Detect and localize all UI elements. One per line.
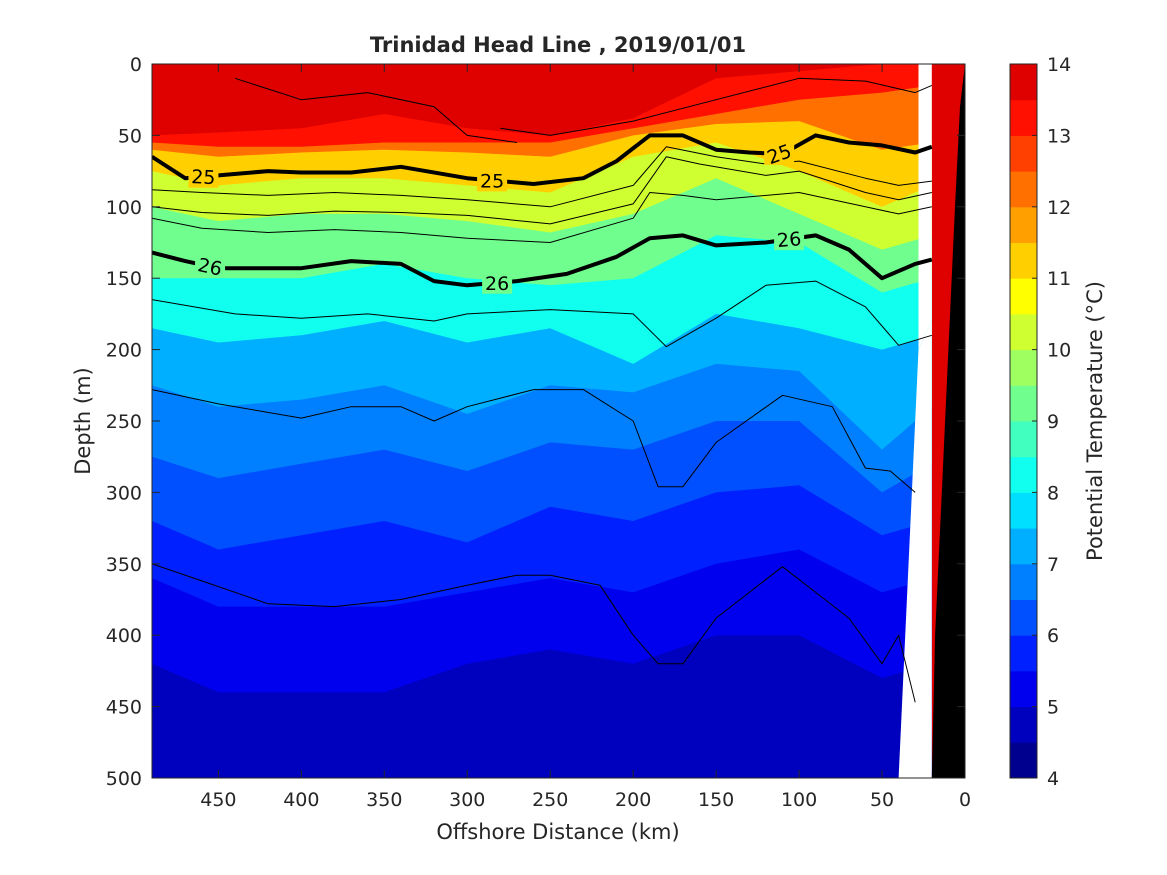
colorbar-tick-label-3: 7 <box>1047 554 1059 576</box>
y-tick-label-3: 150 <box>106 268 142 290</box>
colorbar-swatch-2 <box>1010 670 1037 708</box>
colorbar-tick-label-9: 13 <box>1047 125 1071 147</box>
colorbar-swatch-3 <box>1010 635 1037 672</box>
colorbar: 4 5 6 7 8 9 10 11 12 13 14 Potential Temperature (… <box>1009 54 1107 790</box>
density-contour-layer <box>152 77 933 703</box>
x-tick-label-0: 450 <box>200 789 236 811</box>
colorbar-swatch-1 <box>1010 706 1037 743</box>
density-contour-1 <box>152 233 933 288</box>
colorbar-swatch-14 <box>1010 242 1037 279</box>
x-axis-label: Offshore Distance (km) <box>436 820 679 844</box>
y-axis-label: Depth (m) <box>71 367 95 474</box>
density-contour-5 <box>152 280 932 348</box>
colorbar-tick-label-10: 14 <box>1047 54 1071 76</box>
bathymetry <box>931 64 965 778</box>
y-axis-ticks: 0 50 100 150 200 250 300 350 400 450 500 <box>106 54 965 790</box>
contour-label-1: 25 <box>480 170 504 192</box>
x-tick-label-6: 150 <box>698 789 734 811</box>
temperature-fill-layer <box>152 64 965 778</box>
colorbar-tick-label-4: 8 <box>1047 482 1059 504</box>
contour-label-5: 26 <box>776 228 802 252</box>
colorbar-swatch-9 <box>1010 421 1037 458</box>
density-contour-9 <box>500 77 932 136</box>
bathymetry-layer <box>931 64 965 778</box>
x-tick-label-2: 350 <box>366 789 402 811</box>
x-tick-label-4: 250 <box>532 789 568 811</box>
colorbar-swatch-18 <box>1010 99 1037 136</box>
colorbar-tick-label-2: 6 <box>1047 625 1059 647</box>
colorbar-ticks: 4 5 6 7 8 9 10 11 12 13 14 <box>1032 54 1071 790</box>
colorbar-swatch-12 <box>1010 313 1037 351</box>
colorbar-tick-label-5: 9 <box>1047 411 1059 433</box>
fill-band-5 <box>152 635 932 778</box>
y-tick-label-4: 200 <box>106 340 142 362</box>
colorbar-swatch-6 <box>1010 528 1037 565</box>
colorbar-swatch-7 <box>1010 492 1037 529</box>
x-tick-label-3: 300 <box>449 789 485 811</box>
colorbar-swatches <box>1010 64 1037 779</box>
x-tick-label-9: 0 <box>959 789 971 811</box>
colorbar-swatch-11 <box>1010 349 1037 386</box>
colorbar-label: Potential Temperature (°C) <box>1083 281 1107 561</box>
x-tick-label-5: 200 <box>615 789 651 811</box>
contour-label-bg-3 <box>195 255 226 278</box>
colorbar-tick-label-8: 12 <box>1047 197 1071 219</box>
contour-label-4: 26 <box>485 273 509 295</box>
colorbar-swatch-4 <box>1010 599 1037 636</box>
mask-region-0 <box>918 64 932 350</box>
y-tick-label-2: 100 <box>106 197 142 219</box>
chart-title: Trinidad Head Line , 2019/01/01 <box>370 33 746 57</box>
density-contour-7 <box>152 563 916 703</box>
colorbar-swatch-16 <box>1010 171 1037 208</box>
mask-region-1 <box>898 321 932 778</box>
y-tick-label-6: 300 <box>106 482 142 504</box>
contour-label-0: 25 <box>191 166 216 189</box>
x-tick-label-8: 50 <box>870 789 894 811</box>
y-tick-label-5: 250 <box>106 411 142 433</box>
contour-label-bg-1 <box>477 169 508 192</box>
colorbar-swatch-5 <box>1010 563 1037 600</box>
density-contour-3 <box>152 156 932 225</box>
x-tick-label-7: 100 <box>781 789 817 811</box>
contour-label-bg-0 <box>188 165 219 188</box>
colorbar-tick-label-6: 10 <box>1047 340 1071 362</box>
y-tick-label-10: 500 <box>106 768 142 790</box>
colorbar-swatch-13 <box>1010 278 1037 315</box>
mask-layer <box>898 64 932 778</box>
colorbar-swatch-15 <box>1010 206 1037 243</box>
density-contour-0 <box>152 133 933 186</box>
colorbar-tick-label-1: 5 <box>1047 697 1059 719</box>
colorbar-swatch-19 <box>1010 64 1037 101</box>
colorbar-tick-label-7: 11 <box>1047 268 1071 290</box>
y-tick-label-9: 450 <box>106 697 142 719</box>
x-tick-label-1: 400 <box>283 789 319 811</box>
contour-label-3: 26 <box>196 254 224 281</box>
density-contour-2 <box>152 192 932 243</box>
y-tick-label-7: 350 <box>106 554 142 576</box>
colorbar-swatch-17 <box>1010 135 1037 172</box>
colorbar-swatch-8 <box>1010 456 1037 493</box>
density-contour-4 <box>152 146 932 208</box>
y-tick-label-1: 50 <box>118 125 142 147</box>
colorbar-tick-label-0: 4 <box>1047 768 1059 790</box>
colorbar-swatch-10 <box>1010 385 1037 422</box>
density-contour-8 <box>234 77 518 143</box>
y-tick-label-0: 0 <box>130 54 142 76</box>
x-axis-ticks: 450 400 350 300 250 200 150 100 50 0 <box>200 64 971 811</box>
contour-label-bg-5 <box>774 228 805 251</box>
y-tick-label-8: 400 <box>106 625 142 647</box>
density-contour-6 <box>152 389 916 493</box>
colorbar-swatch-0 <box>1010 742 1037 779</box>
contour-label-bg-4 <box>482 271 513 294</box>
contour-label-bg-2 <box>764 142 795 165</box>
